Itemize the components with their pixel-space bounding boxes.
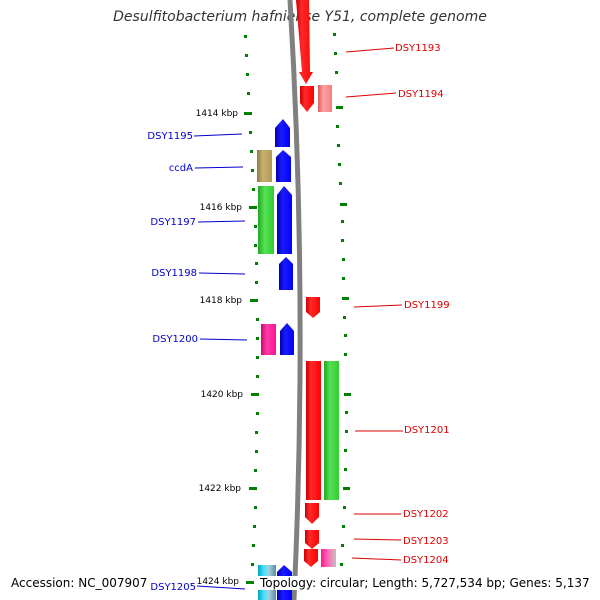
gene-dsy1204[interactable]: [304, 549, 318, 567]
gene-dsy1201[interactable]: [306, 361, 321, 500]
gene-label[interactable]: DSY1202: [403, 509, 449, 520]
gene-label[interactable]: DSY1201: [404, 425, 450, 436]
scale-tick: 1424 kbp: [197, 577, 254, 587]
gene-label[interactable]: DSY1198: [151, 268, 197, 279]
tick-label: 1416 kbp: [200, 203, 243, 213]
gene-dsy1203[interactable]: [305, 530, 319, 549]
gene-dsy1200-mag[interactable]: [261, 324, 276, 355]
gene-label[interactable]: ccdA: [169, 163, 193, 174]
gene-dsy1202[interactable]: [305, 503, 319, 524]
gene-dsy1197[interactable]: [277, 186, 292, 254]
gene-label[interactable]: DSY1203: [403, 536, 449, 547]
gene-label[interactable]: DSY1193: [395, 43, 441, 54]
gene-dsy1193[interactable]: [296, 0, 313, 84]
scale-tick: 1414 kbp: [196, 109, 252, 119]
gene-ccda-khaki[interactable]: [257, 150, 272, 182]
gene-dsy1194[interactable]: [318, 85, 332, 112]
scale-tick: 1420 kbp: [201, 390, 259, 400]
genome-backbone: [287, 0, 303, 600]
gene-label[interactable]: DSY1204: [403, 555, 449, 566]
tick-label: 1414 kbp: [196, 109, 239, 119]
gene-label[interactable]: DSY1194: [398, 89, 444, 100]
gene-dsy1193b[interactable]: [300, 86, 314, 112]
gene-label[interactable]: DSY1200: [152, 334, 198, 345]
gene-dsy1199[interactable]: [306, 297, 320, 318]
gene-dsy1197-green[interactable]: [258, 186, 274, 254]
scale-tick: 1416 kbp: [200, 203, 257, 213]
right-gene-labels: DSY1193 DSY1194 DSY1199 DSY1201 DSY1202 …: [345, 43, 450, 566]
scale-tick: 1422 kbp: [199, 484, 257, 494]
gene-label[interactable]: DSY1205: [150, 582, 196, 593]
gene-dsy1195[interactable]: [275, 119, 290, 147]
scale-tick: 1418 kbp: [200, 296, 258, 306]
forward-genes: [296, 0, 339, 567]
genome-summary-text: Topology: circular; Length: 5,727,534 bp…: [258, 576, 592, 590]
gene-ccda[interactable]: [276, 150, 291, 182]
ruler-dots: [244, 33, 351, 566]
tick-label: 1422 kbp: [199, 484, 242, 494]
tick-label: 1418 kbp: [200, 296, 243, 306]
gene-dsy1200[interactable]: [280, 323, 294, 355]
gene-dsy1198[interactable]: [279, 257, 293, 290]
reverse-genes: [257, 119, 294, 600]
scale-ticks: 1414 kbp 1416 kbp 1418 kbp 1420 kbp 1422…: [196, 109, 259, 587]
gene-label[interactable]: DSY1199: [404, 300, 450, 311]
gene-dsy1201-green[interactable]: [324, 361, 339, 500]
gene-label[interactable]: DSY1195: [147, 131, 193, 142]
left-gene-labels: DSY1195 ccdA DSY1197 DSY1198 DSY1200 DSY…: [147, 131, 248, 593]
accession-text: Accession: NC_007907: [9, 576, 150, 590]
tick-label: 1424 kbp: [197, 577, 240, 587]
gene-dsy1204b[interactable]: [321, 549, 336, 567]
gene-label[interactable]: DSY1197: [150, 217, 196, 228]
tick-label: 1420 kbp: [201, 390, 244, 400]
